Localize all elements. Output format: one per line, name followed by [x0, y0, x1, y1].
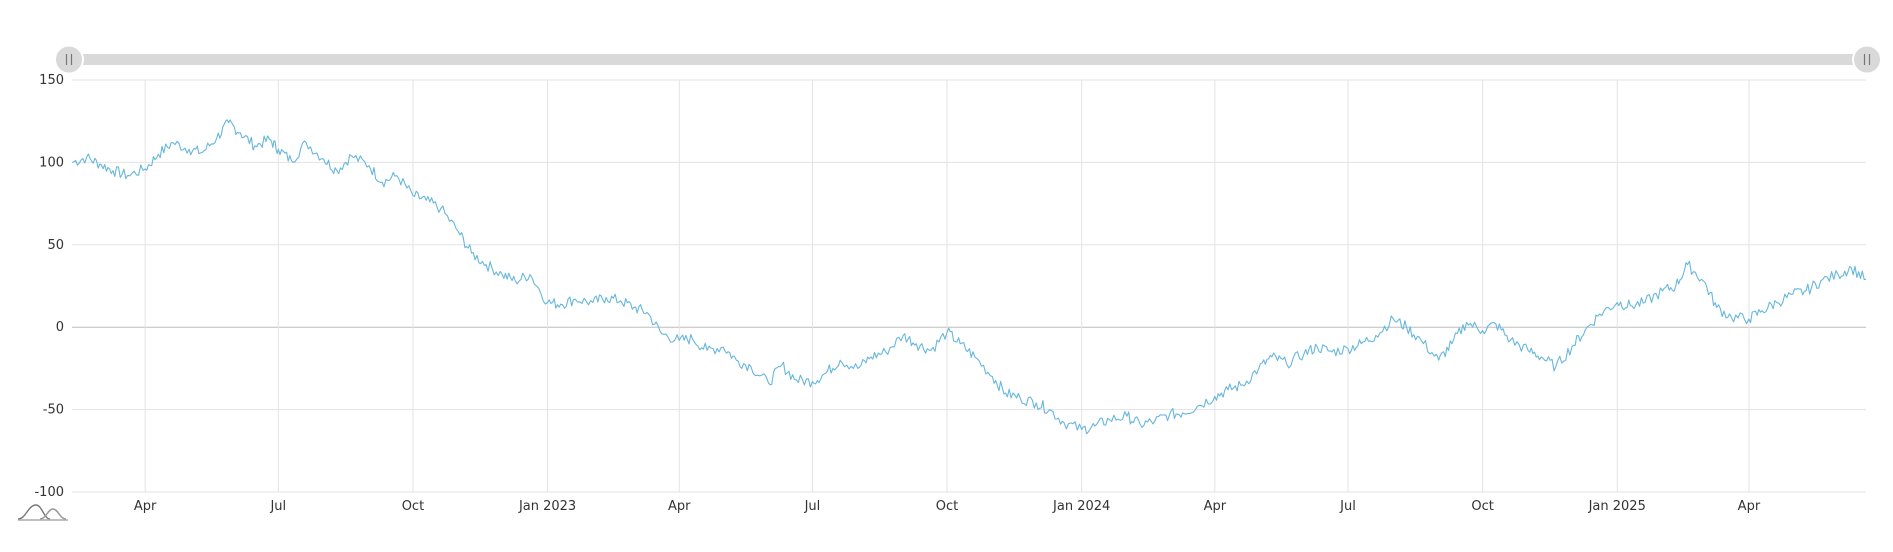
x-tick-label: Apr: [134, 499, 157, 514]
y-tick-label: 50: [47, 238, 64, 253]
y-tick-label: 150: [39, 73, 64, 88]
y-axis-labels: 150 100 50 0 -50 -100: [34, 73, 64, 500]
x-tick-label: Jan 2023: [518, 499, 576, 514]
series-line[interactable]: [71, 119, 1867, 435]
x-tick-label: Oct: [936, 499, 958, 514]
scrollbar-end-grip[interactable]: [1852, 44, 1882, 75]
x-tick-label: Oct: [402, 499, 424, 514]
scrollbar-start-grip[interactable]: [54, 44, 84, 75]
x-axis-labels: Apr Jul Oct Jan 2023 Apr Jul Oct Jan 2024 Apr Jul…: [134, 499, 1761, 514]
y-tick-label: 0: [56, 320, 64, 335]
y-tick-label: -100: [34, 485, 64, 500]
x-tick-label: Jul: [1339, 499, 1356, 514]
x-tick-label: Apr: [1738, 499, 1761, 514]
x-tick-label: Apr: [1204, 499, 1227, 514]
x-tick-label: Jan 2025: [1588, 499, 1646, 514]
x-tick-label: Jul: [804, 499, 821, 514]
x-grid: [144, 80, 1750, 492]
y-tick-label: -50: [43, 403, 64, 418]
horizontal-scrollbar[interactable]: [54, 44, 1882, 75]
x-tick-label: Jan 2024: [1052, 499, 1110, 514]
x-tick-label: Jul: [269, 499, 286, 514]
scrollbar-track[interactable]: [68, 54, 1868, 65]
chart-logo-icon: [17, 504, 68, 521]
x-tick-label: Oct: [1471, 499, 1493, 514]
y-tick-label: 100: [39, 155, 64, 170]
x-tick-label: Apr: [668, 499, 691, 514]
y-grid: [72, 79, 1866, 493]
series-layer: [71, 119, 1867, 435]
